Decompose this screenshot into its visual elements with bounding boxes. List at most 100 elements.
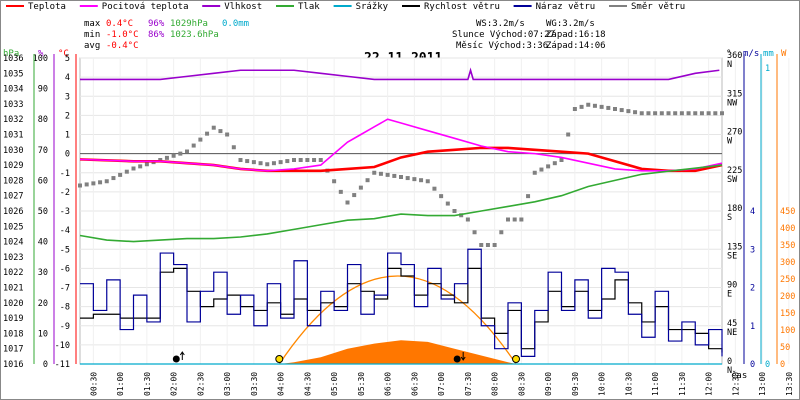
wind-direction-mark [419,178,424,183]
wind-direction-mark [546,164,551,169]
x-tick-label: 04:30 [303,372,312,396]
wind-direction-mark [171,153,176,158]
legend-label: Směr větru [631,2,685,12]
legend-label: Teplota [28,2,66,12]
info-sunrise: Slunce Východ:07:27 [452,30,555,40]
stats-min-hum: 86% [148,30,165,40]
wind-direction-mark [251,160,256,165]
tick-label-rain: 0 [765,360,770,370]
moonrise-marker [172,355,180,363]
wind-direction-mark [633,110,638,115]
wind-direction-mark [225,132,230,137]
x-tick-label: 08:30 [517,372,526,396]
tick-label-wind: 1 [750,322,755,332]
x-tick-label: 05:00 [330,372,339,396]
tick-label-pressure: 1034 [3,85,23,95]
tick-label-compass: NW [727,98,738,108]
tick-label-radiation: 100 [780,326,795,336]
wind-direction-mark [465,217,470,222]
wind-direction-mark [559,158,564,162]
tick-label-direction: 270 [727,128,742,138]
x-tick-label: 12:00 [705,372,714,396]
tick-label-temperature: -4 [60,226,70,236]
axes: 1016101710181019102010211022102310241025… [3,51,795,396]
tick-label-temperature: -3 [60,207,70,217]
tick-label-direction: 180 [727,204,742,214]
wind-direction-mark [532,170,537,175]
wind-direction-mark [566,132,571,137]
tick-label-wind: 0 [750,360,755,370]
wind-direction-mark [218,129,223,134]
legend-label: Vlhkost [224,2,262,12]
series-line-humidity_pct [80,67,720,81]
sunrise-marker [275,355,284,363]
stats-avg-temp: -0.4°C [106,41,139,51]
tick-label-direction: 135 [727,242,742,252]
tick-label-temperature: 1 [65,131,70,141]
wind-direction-mark [720,111,724,116]
wind-direction-mark [271,161,276,166]
tick-label-humidity: 0 [43,360,48,370]
wind-direction-mark [104,179,109,184]
stats-max-label: max [84,19,101,29]
tick-label-humidity: 60 [38,176,48,186]
tick-label-radiation: 250 [780,275,795,285]
tick-label-temperature: -7 [60,284,70,294]
wind-direction-mark [713,111,718,116]
wind-direction-mark [91,181,96,186]
wind-direction-mark [78,183,82,188]
stats-avg-label: avg [84,41,100,51]
x-tick-label: 12:30 [731,372,740,396]
wind-direction-mark [318,158,323,162]
tick-label-pressure: 1032 [3,115,23,125]
wind-direction-mark [613,107,617,111]
wind-direction-mark [332,179,337,184]
wind-direction-mark [425,179,430,184]
wind-direction-mark [405,176,410,181]
wind-direction-mark [205,131,210,136]
tick-label-temperature: 0 [65,150,70,160]
x-tick-label: 01:30 [143,372,152,396]
wind-direction-mark [673,111,678,116]
stats-block: max 0.4°C 96% 1029hPa 0.0mm min -1.0°C 8… [84,19,249,51]
tick-label-temperature: 5 [65,54,70,64]
stats-max-hum: 96% [148,19,165,29]
wind-direction-mark [245,159,250,164]
wind-direction-mark [399,175,403,179]
tick-label-temperature: -5 [60,245,70,255]
unit-degc: °C [58,49,69,59]
info-moonrise: Měsíc Východ:3:36 [456,41,548,51]
tick-label-compass: SW [727,175,738,185]
tick-label-pressure: 1036 [3,54,23,64]
stats-min-press: 1023.6hPa [170,30,219,40]
tick-label-temperature: -11 [55,360,70,370]
wind-direction-mark [338,189,343,194]
wind-direction-mark [653,111,658,116]
tick-label-radiation: 50 [780,343,790,353]
wind-direction-mark [599,104,604,109]
tick-label-compass: E [727,290,732,300]
tick-label-wind: 3 [750,245,755,255]
tick-label-direction: 90 [727,281,737,291]
legend-label: Srážky [356,2,389,12]
wind-direction-mark [592,103,597,108]
wind-direction-mark [144,162,149,167]
wind-direction-mark [485,243,490,247]
x-tick-label: 10:30 [624,372,633,396]
x-tick-label: 01:00 [116,372,125,396]
tick-label-direction: 225 [727,166,742,176]
wind-direction-mark [178,151,183,156]
tick-label-humidity: 50 [38,207,48,217]
legend: Teplota Pocitová teplota Vlhkost Tlak Srážky… [6,2,685,12]
wind-direction-mark [686,111,691,116]
tick-label-pressure: 1028 [3,176,23,186]
wind-direction-mark [479,243,484,247]
x-tick-label: 03:30 [250,372,259,396]
unit-time: čas [731,370,747,381]
tick-label-radiation: 300 [780,258,795,268]
legend-label: Pocitová teplota [102,2,189,12]
unit-deg: ° [726,49,731,59]
tick-label-temperature: -10 [55,341,70,351]
wind-direction-mark [292,158,296,162]
